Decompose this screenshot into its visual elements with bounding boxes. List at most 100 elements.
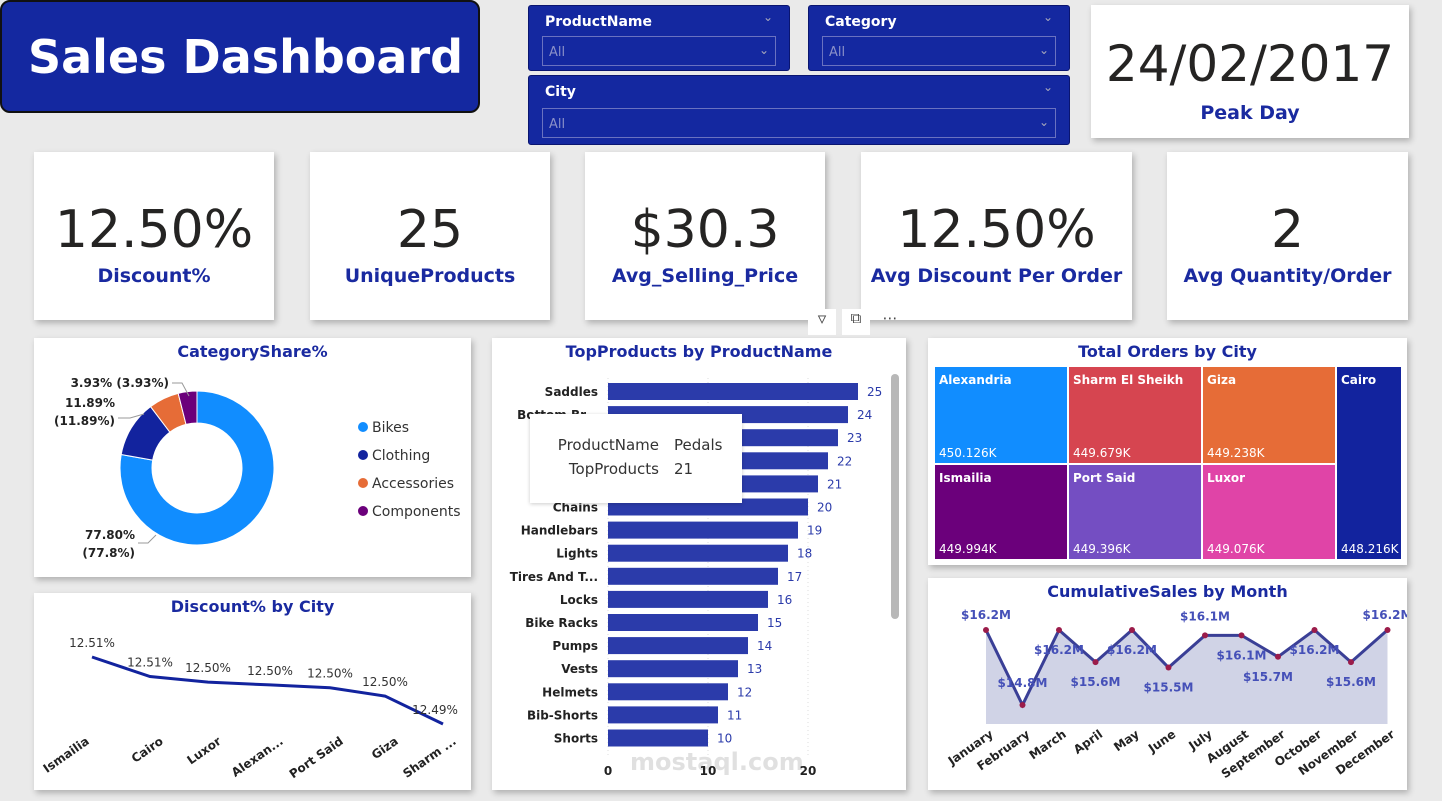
area-fill (986, 630, 1388, 724)
tooltip-value: Pedals (674, 436, 723, 454)
data-label: 25 (867, 385, 882, 399)
data-point (1275, 653, 1281, 660)
x-tick-label: April (1071, 727, 1105, 757)
bar (608, 521, 798, 539)
data-label: 13 (747, 662, 762, 676)
kpi-value: 25 (396, 200, 464, 260)
x-tick-label: Ismailia (41, 734, 92, 776)
scrollbar[interactable] (891, 374, 899, 619)
bar (608, 567, 778, 585)
focus-mode-icon[interactable]: ⧉ (842, 309, 870, 335)
bar (608, 637, 748, 655)
kpi-value: 12.50% (897, 200, 1096, 260)
legend-marker (358, 506, 368, 516)
y-tick-label: Bib-Shorts (527, 708, 598, 722)
treemap-tile-luxor[interactable]: Luxor 449.076K (1202, 464, 1336, 560)
kpi-value: $30.3 (630, 200, 780, 260)
y-tick-label: Vests (561, 662, 598, 676)
data-label: 12.50% (307, 667, 353, 681)
x-tick-label: Alexan... (229, 734, 286, 780)
leader-line (118, 413, 145, 419)
tile-name: Ismailia (939, 471, 992, 485)
kpi-value: 2 (1270, 200, 1305, 260)
chevron-down-icon[interactable]: ⌄ (1042, 80, 1053, 94)
data-point (1384, 627, 1391, 633)
tile-name: Cairo (1341, 373, 1377, 387)
kpi-label: Avg Quantity/Order (1183, 265, 1392, 287)
bar (608, 660, 738, 678)
tile-name: Alexandria (939, 373, 1012, 387)
treemap-tile-cairo[interactable]: Cairo 448.216K (1336, 366, 1402, 560)
data-label: (77.8%) (82, 546, 135, 560)
bar-chart: 0102025Saddles24Bottom Br...232221Pedals… (510, 378, 882, 778)
kpi-unique-products: 25 UniqueProducts (310, 152, 550, 320)
data-point (1092, 659, 1099, 666)
treemap-tile-alexandria[interactable]: Alexandria 450.126K (934, 366, 1068, 464)
series-line (91, 655, 444, 726)
y-tick-label: Shorts (554, 732, 598, 746)
slicer-productname[interactable]: ProductName ⌄ All ⌄ (528, 5, 790, 71)
x-tick-label: 10 (700, 764, 717, 778)
data-label: $14.8M (998, 676, 1048, 690)
y-tick-label: Pumps (552, 639, 598, 653)
kpi-label: Avg Discount Per Order (870, 265, 1123, 287)
chart-title: Discount% by City (170, 597, 335, 616)
x-tick-label: June (1145, 727, 1178, 756)
chart-title: TopProducts by ProductName (565, 342, 833, 361)
more-options-icon[interactable]: ⋯ (882, 309, 898, 327)
treemap-tile-port-said[interactable]: Port Said 449.396K (1068, 464, 1202, 560)
filter-icon[interactable]: ▿ (808, 309, 836, 335)
y-tick-label: Locks (560, 593, 598, 607)
data-label: 19 (807, 524, 822, 538)
peak-day-card: 24/02/2017 Peak Day (1091, 5, 1409, 138)
total-orders-panel: Total Orders by City Alexandria 450.126K S… (928, 338, 1407, 565)
slicer-city[interactable]: City ⌄ All ⌄ (528, 75, 1070, 145)
kpi-label: UniqueProducts (344, 265, 516, 287)
x-tick-label: Cairo (129, 734, 166, 766)
data-label: 17 (787, 570, 802, 584)
x-tick-label: Giza (369, 734, 401, 762)
leader-line (138, 534, 157, 544)
data-label: 22 (837, 454, 852, 468)
data-label: 12.50% (185, 661, 231, 675)
treemap-tile-ismailia[interactable]: Ismailia 449.994K (934, 464, 1068, 560)
series-line (984, 627, 1389, 709)
chevron-down-icon[interactable]: ⌄ (1042, 10, 1053, 24)
bar (608, 706, 718, 724)
x-tick-label: May (1111, 727, 1142, 754)
data-point (1056, 627, 1062, 633)
bar (608, 544, 788, 562)
legend-marker (358, 422, 368, 432)
category-share-panel: CategoryShare% Bikes Clothing Accessories C… (34, 338, 471, 577)
data-label: $15.6M (1071, 675, 1121, 689)
chevron-down-icon: ⌄ (1038, 115, 1049, 129)
chevron-down-icon: ⌄ (758, 43, 769, 57)
chart-title: CumulativeSales by Month (1047, 582, 1288, 601)
y-tick-label: Helmets (542, 685, 598, 699)
data-point (1202, 632, 1208, 639)
donut-slice-bikes (119, 390, 275, 546)
data-label: 12.51% (69, 636, 115, 650)
bar (608, 683, 728, 701)
top-products-panel: TopProducts by ProductName 0 10 20 25 Saddle… (492, 338, 906, 790)
treemap-tile-sharm-el-sheikh[interactable]: Sharm El Sheikh 449.679K (1068, 366, 1202, 464)
data-point (983, 627, 989, 633)
tile-value: 449.679K (1073, 446, 1131, 460)
slicer-category[interactable]: Category ⌄ All ⌄ (808, 5, 1070, 71)
chevron-down-icon: ⌄ (1038, 43, 1049, 57)
tooltip-key: TopProducts (568, 460, 659, 478)
data-label: 12.50% (362, 675, 408, 689)
tooltip-value: 21 (674, 460, 694, 478)
x-tick-label: March (1027, 727, 1069, 762)
data-label: 12 (737, 685, 752, 699)
chevron-down-icon[interactable]: ⌄ (762, 10, 773, 24)
category-dropdown[interactable]: All ⌄ (822, 36, 1056, 66)
x-tick-label: Sharm ... (400, 734, 458, 781)
watermark: mostaql.com (630, 748, 804, 776)
tile-value: 450.126K (939, 446, 997, 460)
treemap-tile-giza[interactable]: Giza 449.238K (1202, 366, 1336, 464)
tile-value: 449.238K (1207, 446, 1265, 460)
city-dropdown[interactable]: All ⌄ (542, 108, 1056, 138)
productname-dropdown[interactable]: All ⌄ (542, 36, 776, 66)
data-label: $16.2M (961, 608, 1011, 622)
